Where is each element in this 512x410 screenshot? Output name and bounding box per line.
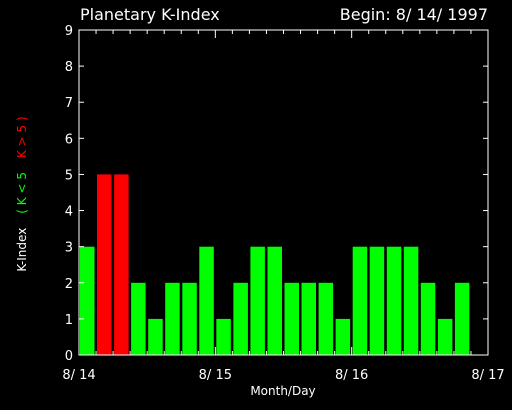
bar-14 [318, 282, 334, 355]
bar-8 [216, 318, 231, 355]
bar-22 [454, 282, 470, 355]
bar-12 [284, 282, 299, 355]
bar-13 [301, 282, 316, 355]
bar-6 [182, 282, 197, 355]
y-tick-label-8: 8 [65, 60, 73, 75]
bar-17 [369, 246, 385, 355]
bar-19 [403, 246, 419, 355]
bar-4 [148, 318, 163, 355]
y-tick-label-0: 0 [65, 349, 73, 364]
chart-title: Planetary K-Index [80, 5, 220, 24]
bars-group [80, 174, 470, 355]
y-tick-label-5: 5 [65, 168, 73, 183]
bar-11 [267, 246, 282, 355]
y-tick-label-3: 3 [65, 241, 73, 256]
x-tick-label-3: 8/ 17 [471, 368, 504, 383]
bar-0 [80, 246, 95, 355]
y-axis-label: K-Index ( K < 5 K > 5 ) [15, 116, 29, 271]
begin-date-label: Begin: 8/ 14/ 1997 [340, 5, 488, 24]
bar-1 [97, 174, 112, 355]
x-axis: 8/ 14 8/ 15 8/ 16 8/ 17 [62, 30, 505, 383]
y-tick-label-1: 1 [65, 313, 73, 328]
bar-21 [437, 318, 453, 355]
y-tick-label-6: 6 [65, 132, 73, 147]
x-tick-label-1: 8/ 15 [199, 368, 232, 383]
bar-10 [250, 246, 265, 355]
y-axis-label-part-1: ( K < 5 [15, 172, 29, 214]
y-axis: 0 1 2 3 4 5 6 7 8 9 [65, 24, 488, 364]
bar-9 [233, 282, 248, 355]
x-tick-label-2: 8/ 16 [335, 368, 368, 383]
bar-18 [386, 246, 402, 355]
y-tick-label-4: 4 [65, 205, 73, 220]
y-tick-label-7: 7 [65, 96, 73, 111]
y-tick-label-9: 9 [65, 24, 73, 39]
bar-7 [199, 246, 214, 355]
x-axis-label: Month/Day [250, 384, 315, 398]
bar-3 [131, 282, 146, 355]
bar-16 [352, 246, 368, 355]
y-axis-label-part-2: K > 5 ) [15, 116, 29, 158]
y-tick-label-2: 2 [65, 277, 73, 292]
x-tick-label-0: 8/ 14 [62, 368, 95, 383]
bar-20 [420, 282, 436, 355]
y-axis-label-part-0: K-Index [15, 228, 29, 272]
bar-5 [165, 282, 180, 355]
bar-15 [335, 318, 351, 355]
bar-2 [114, 174, 129, 355]
